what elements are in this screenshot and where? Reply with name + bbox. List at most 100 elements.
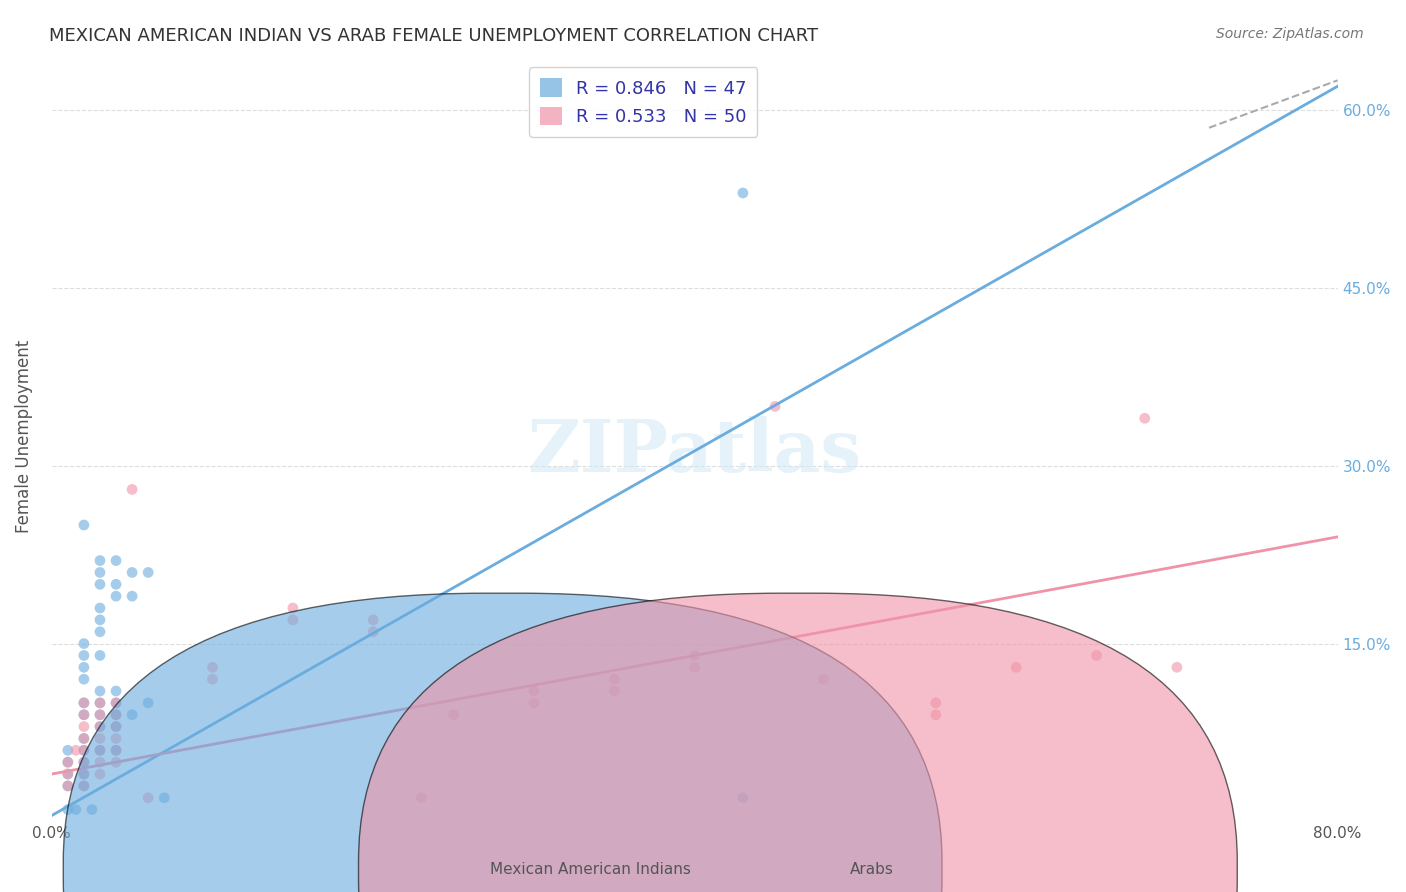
Text: Mexican American Indians: Mexican American Indians	[491, 863, 690, 877]
Legend: R = 0.846   N = 47, R = 0.533   N = 50: R = 0.846 N = 47, R = 0.533 N = 50	[529, 68, 758, 136]
Point	[121, 483, 143, 497]
Point	[105, 684, 128, 698]
Point	[89, 566, 111, 580]
Point	[73, 696, 96, 710]
Point	[56, 755, 79, 769]
Point	[1005, 660, 1028, 674]
Point	[73, 707, 96, 722]
Point	[89, 720, 111, 734]
Point	[523, 696, 546, 710]
Point	[105, 743, 128, 757]
Point	[925, 707, 948, 722]
Y-axis label: Female Unemployment: Female Unemployment	[15, 340, 32, 533]
Point	[89, 648, 111, 663]
Point	[73, 707, 96, 722]
Point	[56, 779, 79, 793]
Point	[89, 720, 111, 734]
Point	[80, 803, 103, 817]
Point	[89, 707, 111, 722]
Point	[136, 790, 159, 805]
Point	[89, 743, 111, 757]
Point	[73, 743, 96, 757]
Point	[105, 589, 128, 603]
Point	[105, 553, 128, 567]
Point	[89, 707, 111, 722]
Point	[56, 767, 79, 781]
Point	[411, 790, 433, 805]
Point	[73, 731, 96, 746]
Point	[73, 779, 96, 793]
Point	[56, 755, 79, 769]
Point	[89, 684, 111, 698]
Point	[201, 672, 224, 686]
Point	[813, 672, 835, 686]
Point	[603, 684, 626, 698]
Point	[105, 696, 128, 710]
Text: Source: ZipAtlas.com: Source: ZipAtlas.com	[1216, 27, 1364, 41]
Point	[361, 613, 384, 627]
Point	[523, 684, 546, 698]
Point	[105, 743, 128, 757]
Point	[1085, 648, 1108, 663]
Point	[281, 601, 304, 615]
Point	[73, 637, 96, 651]
Point	[105, 731, 128, 746]
Text: MEXICAN AMERICAN INDIAN VS ARAB FEMALE UNEMPLOYMENT CORRELATION CHART: MEXICAN AMERICAN INDIAN VS ARAB FEMALE U…	[49, 27, 818, 45]
Point	[925, 696, 948, 710]
Point	[89, 624, 111, 639]
Point	[136, 696, 159, 710]
Point	[73, 743, 96, 757]
Point	[201, 660, 224, 674]
Point	[73, 660, 96, 674]
Point	[56, 743, 79, 757]
Point	[89, 696, 111, 710]
Point	[56, 779, 79, 793]
Point	[1166, 660, 1188, 674]
Point	[73, 648, 96, 663]
Point	[121, 589, 143, 603]
Point	[136, 566, 159, 580]
Point	[73, 767, 96, 781]
Point	[73, 779, 96, 793]
Point	[105, 720, 128, 734]
Point	[73, 755, 96, 769]
Point	[73, 767, 96, 781]
Point	[121, 566, 143, 580]
Point	[89, 755, 111, 769]
Point	[105, 755, 128, 769]
Point	[361, 624, 384, 639]
Point	[73, 518, 96, 533]
Point	[105, 707, 128, 722]
Point	[89, 577, 111, 591]
Point	[56, 803, 79, 817]
Point	[153, 790, 176, 805]
Point	[73, 696, 96, 710]
Point	[1133, 411, 1156, 425]
Point	[89, 601, 111, 615]
Point	[105, 696, 128, 710]
Point	[89, 743, 111, 757]
Point	[731, 186, 754, 200]
Point	[121, 707, 143, 722]
Point	[683, 648, 706, 663]
Point	[281, 613, 304, 627]
Point	[731, 790, 754, 805]
Point	[73, 755, 96, 769]
Point	[763, 400, 786, 414]
Point	[65, 743, 87, 757]
Point	[105, 707, 128, 722]
Point	[683, 660, 706, 674]
Point	[89, 613, 111, 627]
Point	[73, 731, 96, 746]
Point	[89, 767, 111, 781]
Point	[89, 553, 111, 567]
Point	[89, 696, 111, 710]
Point	[105, 577, 128, 591]
Point	[73, 720, 96, 734]
Point	[603, 672, 626, 686]
Point	[105, 720, 128, 734]
Text: ZIPatlas: ZIPatlas	[527, 416, 862, 487]
Point	[89, 731, 111, 746]
Point	[73, 672, 96, 686]
Point	[65, 803, 87, 817]
